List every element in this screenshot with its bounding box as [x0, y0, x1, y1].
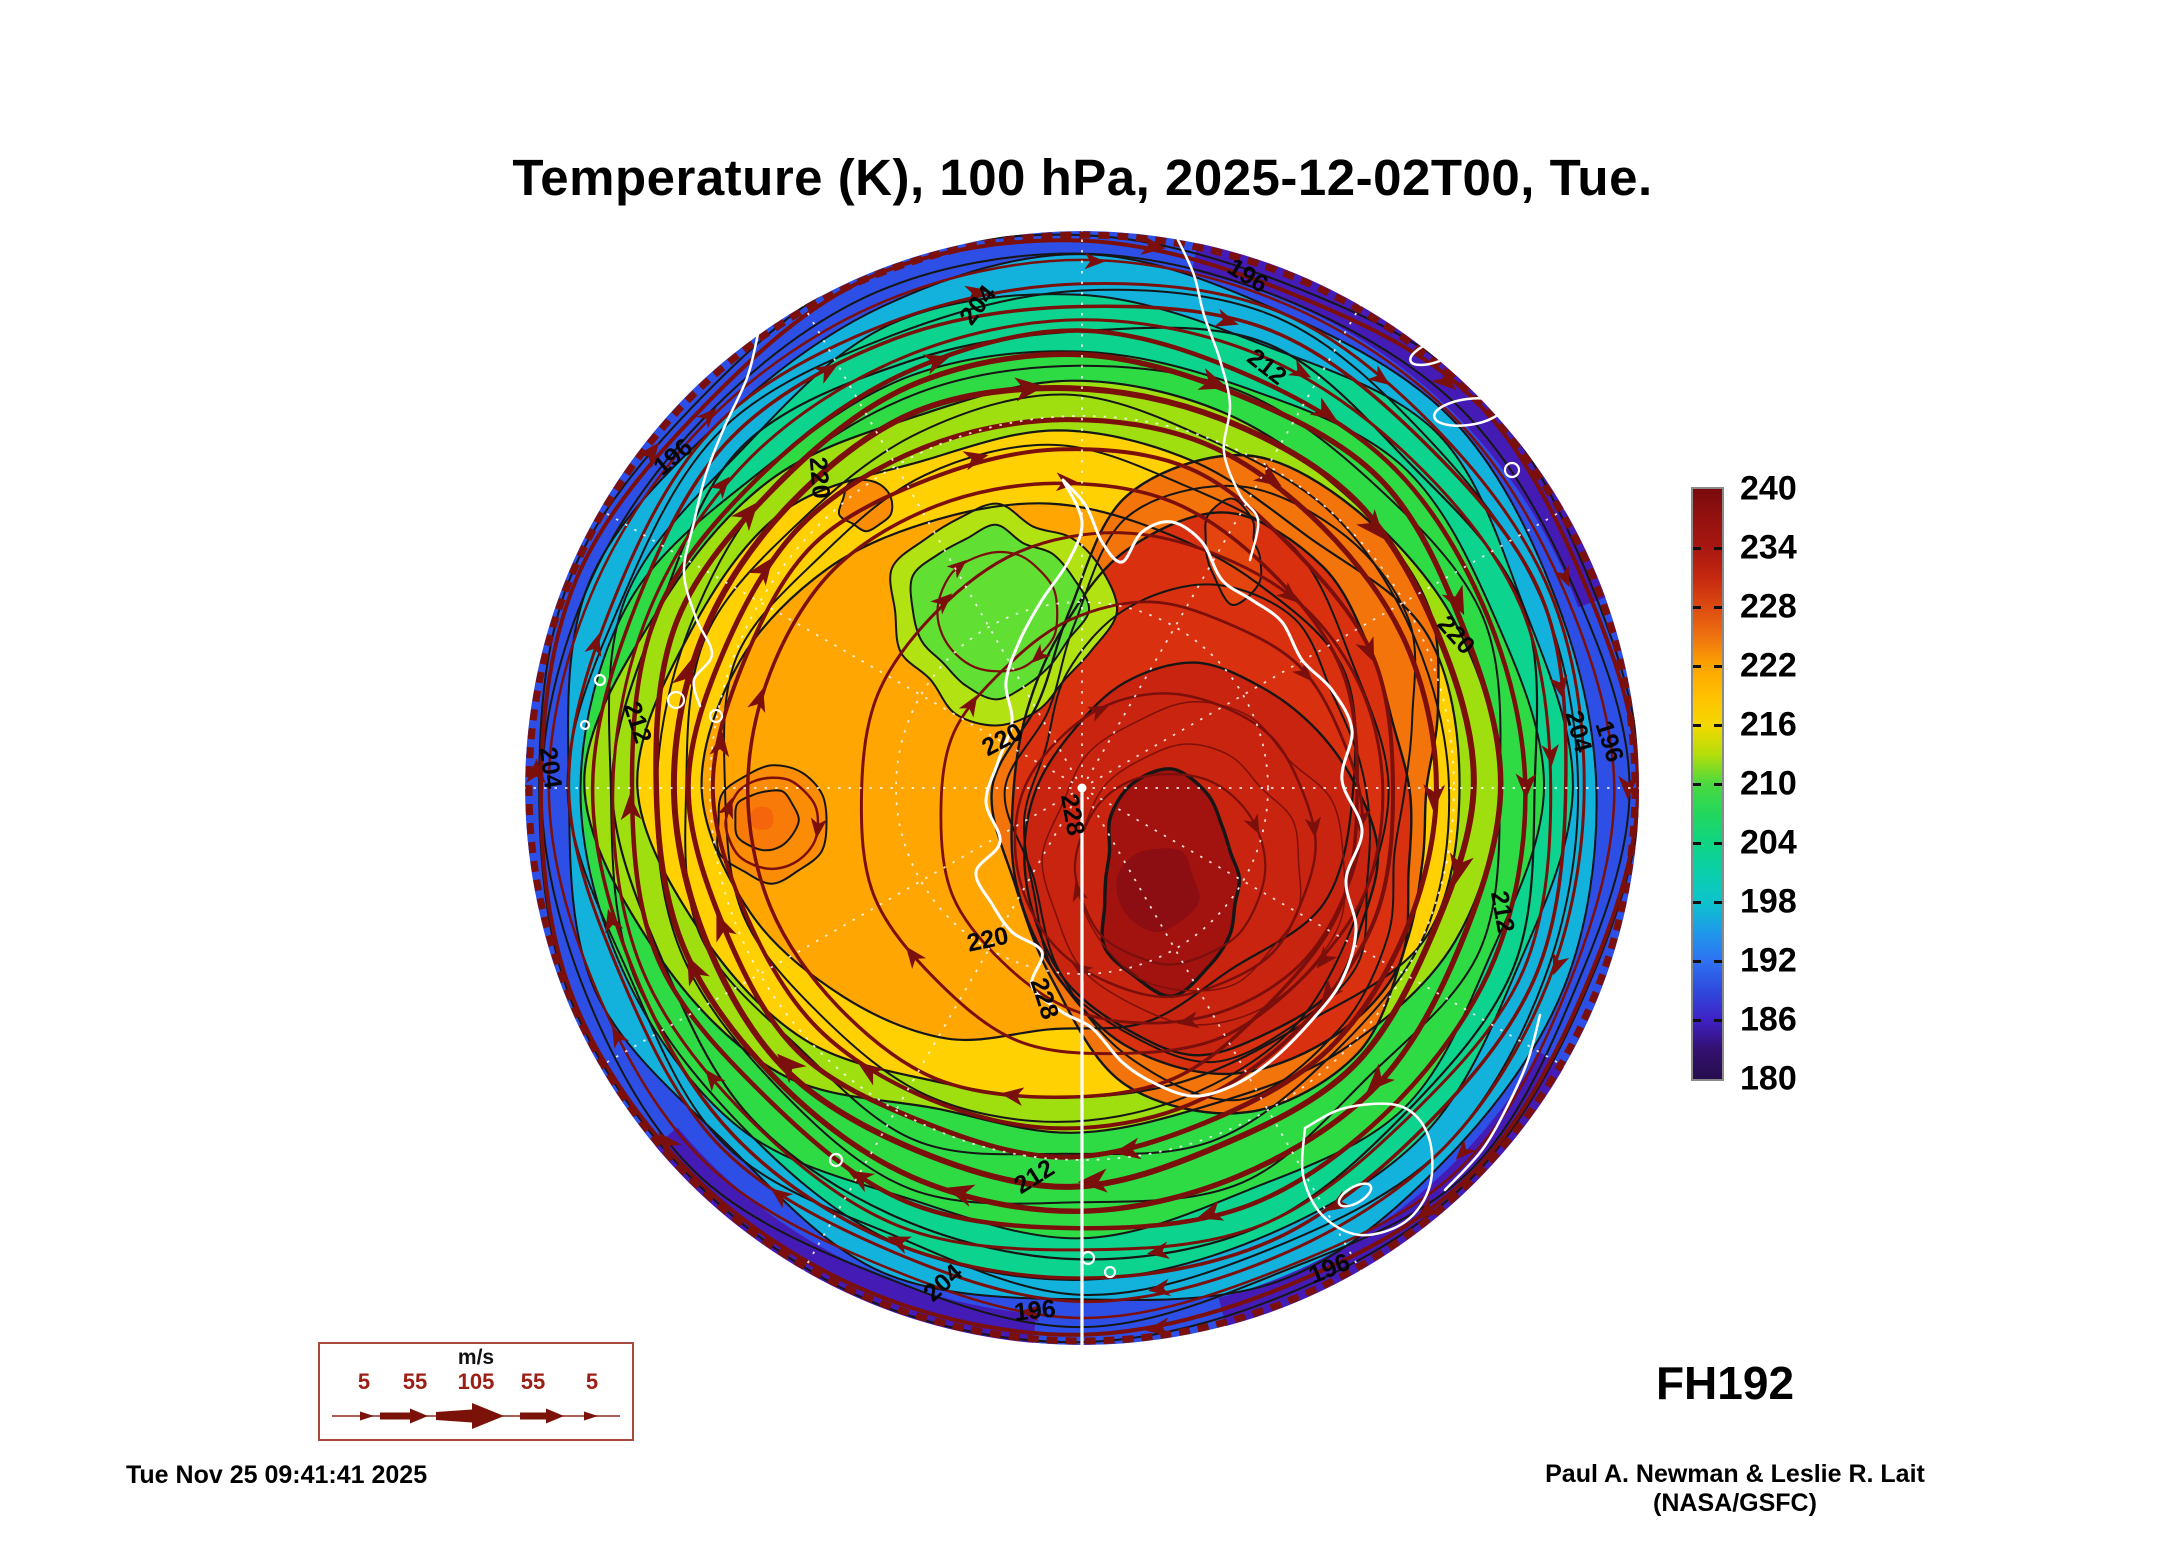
colorbar-tick-mark: [1714, 546, 1722, 550]
wind-speed-value: 105: [457, 1369, 495, 1394]
colorbar-tick-label: 240: [1740, 469, 1797, 508]
colorbar-tick-mark: [1714, 605, 1722, 609]
colorbar-tick-label: 222: [1740, 646, 1797, 685]
colorbar-tick-mark: [1693, 782, 1701, 786]
contour-label: 204: [534, 745, 568, 790]
colorbar-gradient: [1691, 487, 1724, 1081]
colorbar-tick-mark: [1714, 664, 1722, 668]
colorbar-tick-mark: [1693, 959, 1701, 963]
wind-scale-arrows: [360, 1403, 598, 1429]
colorbar-tick-mark: [1714, 959, 1722, 963]
colorbar-tick-label: 186: [1740, 1000, 1797, 1039]
colorbar: 240 234 228 222 216 210 204 198 192 186 180: [1691, 470, 1951, 1098]
colorbar-tick-mark: [1714, 1018, 1722, 1022]
wind-unit-label: m/s: [457, 1346, 495, 1369]
credit-text: Paul A. Newman & Leslie R. Lait (NASA/GS…: [1545, 1460, 1925, 1517]
wind-arrow-scale: [332, 1403, 620, 1429]
timestamp-text: Tue Nov 25 09:41:41 2025: [126, 1461, 428, 1489]
contour-label: 220: [804, 456, 836, 500]
colorbar-tick-mark: [1693, 664, 1701, 668]
wind-speed-legend: m/s 5 55 105 55 5: [318, 1342, 634, 1441]
contour-label: 196: [1013, 1295, 1057, 1327]
page-title: Temperature (K), 100 hPa, 2025-12-02T00,…: [512, 149, 1653, 206]
colorbar-tick-label: 216: [1740, 705, 1797, 744]
colorbar-tick-label: 228: [1740, 587, 1797, 626]
colorbar-tick-label: 210: [1740, 764, 1797, 803]
colorbar-tick-label: 198: [1740, 882, 1797, 921]
colorbar-tick-mark: [1714, 900, 1722, 904]
colorbar-tick-mark: [1693, 723, 1701, 727]
colorbar-tick-mark: [1714, 841, 1722, 845]
wind-speed-value: 5: [585, 1369, 599, 1394]
colorbar-tick-label: 180: [1740, 1059, 1797, 1098]
map-disc: [525, 231, 1639, 1345]
south-pole-marker: [1077, 783, 1087, 793]
wind-speed-value: 55: [402, 1369, 428, 1394]
wind-speed-value: 55: [520, 1369, 546, 1394]
colorbar-tick-label: 204: [1740, 823, 1797, 862]
colorbar-tick-mark: [1714, 782, 1722, 786]
colorbar-tick-mark: [1693, 546, 1701, 550]
colorbar-tick-mark: [1693, 841, 1701, 845]
wind-speed-value: 5: [357, 1369, 371, 1394]
colorbar-tick-mark: [1693, 1018, 1701, 1022]
coastlines: [579, 238, 1542, 1279]
graticule: [525, 231, 1639, 1345]
colorbar-tick-mark: [1693, 605, 1701, 609]
colorbar-tick-label: 234: [1740, 528, 1797, 567]
colorbar-tick-mark: [1714, 723, 1722, 727]
forecast-hour-label: FH192: [1655, 1357, 1795, 1409]
colorbar-tick-mark: [1693, 900, 1701, 904]
colorbar-tick-label: 192: [1740, 941, 1797, 980]
